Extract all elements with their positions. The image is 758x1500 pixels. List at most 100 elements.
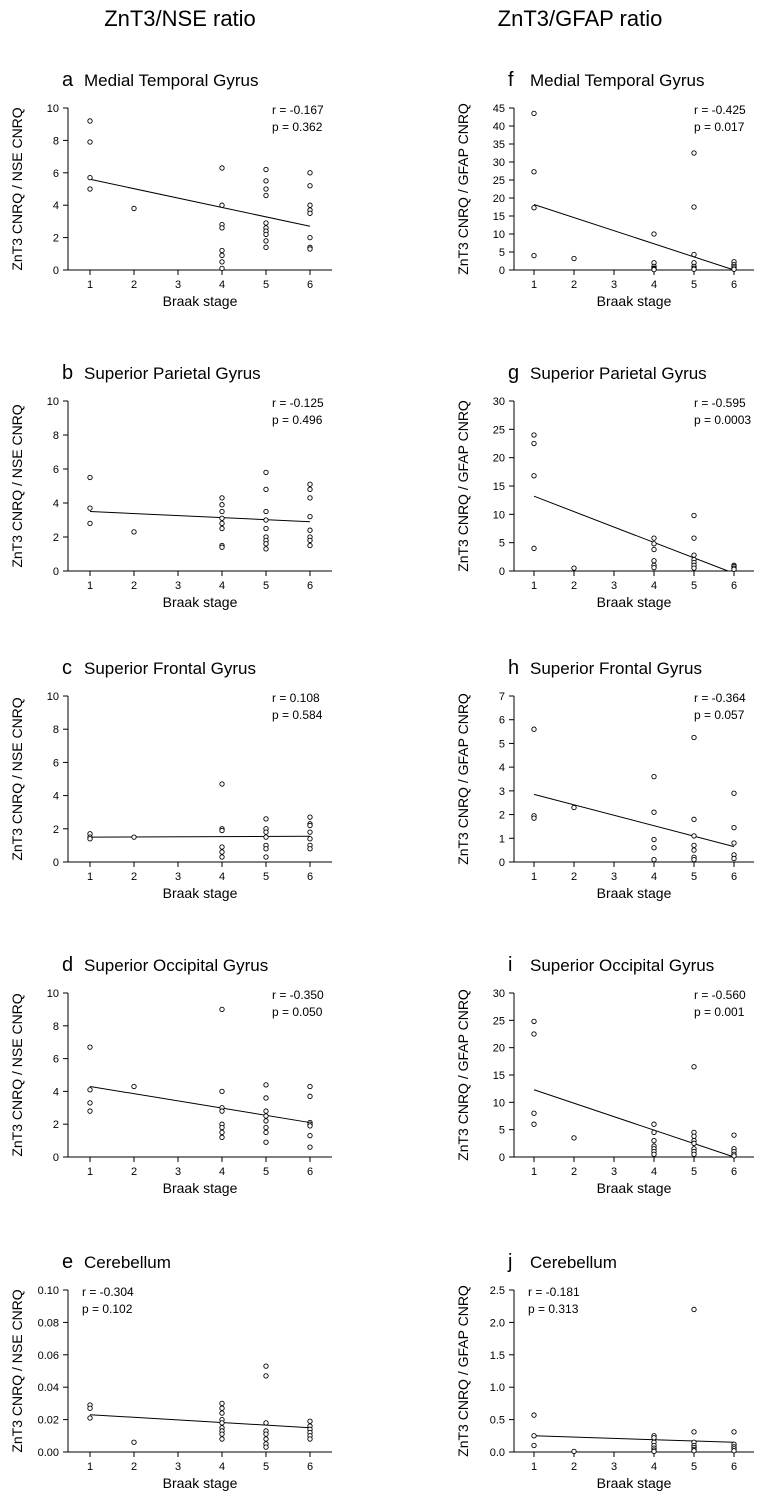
panel-letter: c bbox=[62, 657, 72, 679]
panel-letter: a bbox=[62, 69, 74, 91]
y-tick-label: 2 bbox=[53, 532, 59, 544]
data-point bbox=[651, 1448, 657, 1455]
data-point bbox=[219, 259, 225, 265]
left-column-title: ZnT3/NSE ratio bbox=[104, 6, 256, 31]
y-tick-label: 8 bbox=[53, 724, 59, 736]
data-point bbox=[263, 178, 269, 184]
y-tick-label: 0.02 bbox=[38, 1415, 59, 1427]
x-tick-label: 6 bbox=[307, 279, 313, 291]
x-tick-label: 2 bbox=[571, 871, 577, 883]
panel-title: Superior Occipital Gyrus bbox=[530, 956, 714, 975]
y-tick-label: 2 bbox=[53, 1119, 59, 1131]
y-axis-label: ZnT3 CNRQ / NSE CNRQ bbox=[9, 1289, 25, 1452]
x-tick-label: 6 bbox=[731, 580, 737, 592]
data-point bbox=[263, 854, 269, 860]
data-point bbox=[219, 844, 225, 850]
panel-e: e Cerebellum 0.00 0.02 0.04 0.06 0.08 0.10 1 2 3 4 5… bbox=[9, 1251, 332, 1491]
y-axis-label: ZnT3 CNRQ / GFAP CNRQ bbox=[455, 693, 471, 865]
x-tick-label: 2 bbox=[571, 279, 577, 291]
data-point bbox=[263, 829, 269, 835]
data-point bbox=[87, 1087, 93, 1093]
data-point bbox=[307, 486, 313, 493]
data-point bbox=[263, 1139, 269, 1145]
stat-r: r = -0.595 bbox=[694, 396, 746, 410]
data-point bbox=[691, 1306, 697, 1313]
x-tick-label: 5 bbox=[691, 580, 697, 592]
x-tick-label: 4 bbox=[651, 1461, 657, 1473]
y-axis-label: ZnT3 CNRQ / GFAP CNRQ bbox=[455, 103, 471, 275]
data-point bbox=[219, 1420, 225, 1426]
data-point bbox=[307, 814, 313, 820]
y-tick-label: 6 bbox=[499, 715, 505, 727]
data-point bbox=[731, 855, 737, 862]
x-tick-label: 2 bbox=[571, 580, 577, 592]
y-tick-label: 2 bbox=[499, 810, 505, 822]
y-tick-label: 15 bbox=[493, 1070, 505, 1082]
y-tick-label: 2 bbox=[53, 824, 59, 836]
x-tick-label: 1 bbox=[531, 1461, 537, 1473]
data-point bbox=[651, 856, 657, 863]
panel-title: Superior Frontal Gyrus bbox=[530, 659, 702, 678]
y-tick-label: 1.0 bbox=[490, 1382, 505, 1394]
x-axis-label: Braak stage bbox=[163, 1180, 238, 1196]
stat-r: r = -0.304 bbox=[82, 1285, 134, 1299]
x-tick-label: 3 bbox=[175, 279, 181, 291]
panel-letter: b bbox=[62, 362, 73, 384]
y-axis-label: ZnT3 CNRQ / GFAP CNRQ bbox=[455, 989, 471, 1161]
x-tick-label: 1 bbox=[87, 279, 93, 291]
y-tick-label: 8 bbox=[53, 430, 59, 442]
data-point bbox=[263, 846, 269, 852]
data-point bbox=[651, 564, 657, 571]
x-tick-label: 5 bbox=[691, 279, 697, 291]
stat-p: p = 0.0003 bbox=[694, 413, 751, 427]
data-point bbox=[651, 773, 657, 780]
x-axis-label: Braak stage bbox=[597, 594, 672, 610]
panel-title: Superior Occipital Gyrus bbox=[84, 956, 268, 975]
data-point bbox=[691, 856, 697, 863]
y-axis-label: ZnT3 CNRQ / NSE CNRQ bbox=[9, 993, 25, 1156]
x-tick-label: 4 bbox=[651, 279, 657, 291]
data-point bbox=[263, 186, 269, 192]
y-tick-label: 6 bbox=[53, 1054, 59, 1066]
data-point bbox=[263, 1082, 269, 1088]
y-tick-label: 0.10 bbox=[38, 1285, 59, 1297]
x-tick-label: 4 bbox=[219, 580, 225, 592]
data-point bbox=[87, 186, 93, 192]
y-tick-label: 1 bbox=[499, 833, 505, 845]
data-point bbox=[87, 1415, 93, 1421]
y-tick-label: 4 bbox=[53, 200, 59, 212]
x-tick-label: 5 bbox=[691, 871, 697, 883]
data-point bbox=[691, 1140, 697, 1146]
data-point bbox=[531, 815, 537, 821]
y-axis-label: ZnT3 CNRQ / NSE CNRQ bbox=[9, 107, 25, 270]
data-point bbox=[691, 1151, 697, 1157]
stat-p: p = 0.050 bbox=[272, 1005, 323, 1019]
data-point bbox=[531, 110, 537, 117]
data-point bbox=[651, 1137, 657, 1144]
data-point bbox=[307, 542, 313, 549]
regression-line bbox=[533, 495, 729, 572]
data-point bbox=[263, 220, 269, 226]
stat-p: p = 0.017 bbox=[694, 120, 745, 134]
x-tick-label: 4 bbox=[219, 1461, 225, 1473]
data-point bbox=[531, 726, 537, 732]
x-tick-label: 6 bbox=[731, 1166, 737, 1178]
data-point bbox=[307, 1436, 313, 1442]
data-point bbox=[219, 502, 225, 508]
data-point bbox=[691, 1429, 697, 1435]
data-point bbox=[219, 1124, 225, 1131]
data-point bbox=[263, 469, 269, 476]
y-axis-label: ZnT3 CNRQ / NSE CNRQ bbox=[9, 697, 25, 860]
x-axis-label: Braak stage bbox=[597, 1180, 672, 1196]
y-tick-label: 0.00 bbox=[38, 1447, 59, 1459]
panel-title: Cerebellum bbox=[84, 1253, 171, 1272]
data-point bbox=[531, 205, 537, 211]
data-point bbox=[87, 118, 93, 124]
data-point bbox=[263, 166, 269, 173]
data-point bbox=[131, 1083, 137, 1090]
data-point bbox=[307, 495, 313, 501]
x-axis-label: Braak stage bbox=[163, 594, 238, 610]
y-tick-label: 30 bbox=[493, 988, 505, 1000]
y-tick-label: 0 bbox=[53, 265, 59, 277]
data-point bbox=[263, 192, 269, 199]
